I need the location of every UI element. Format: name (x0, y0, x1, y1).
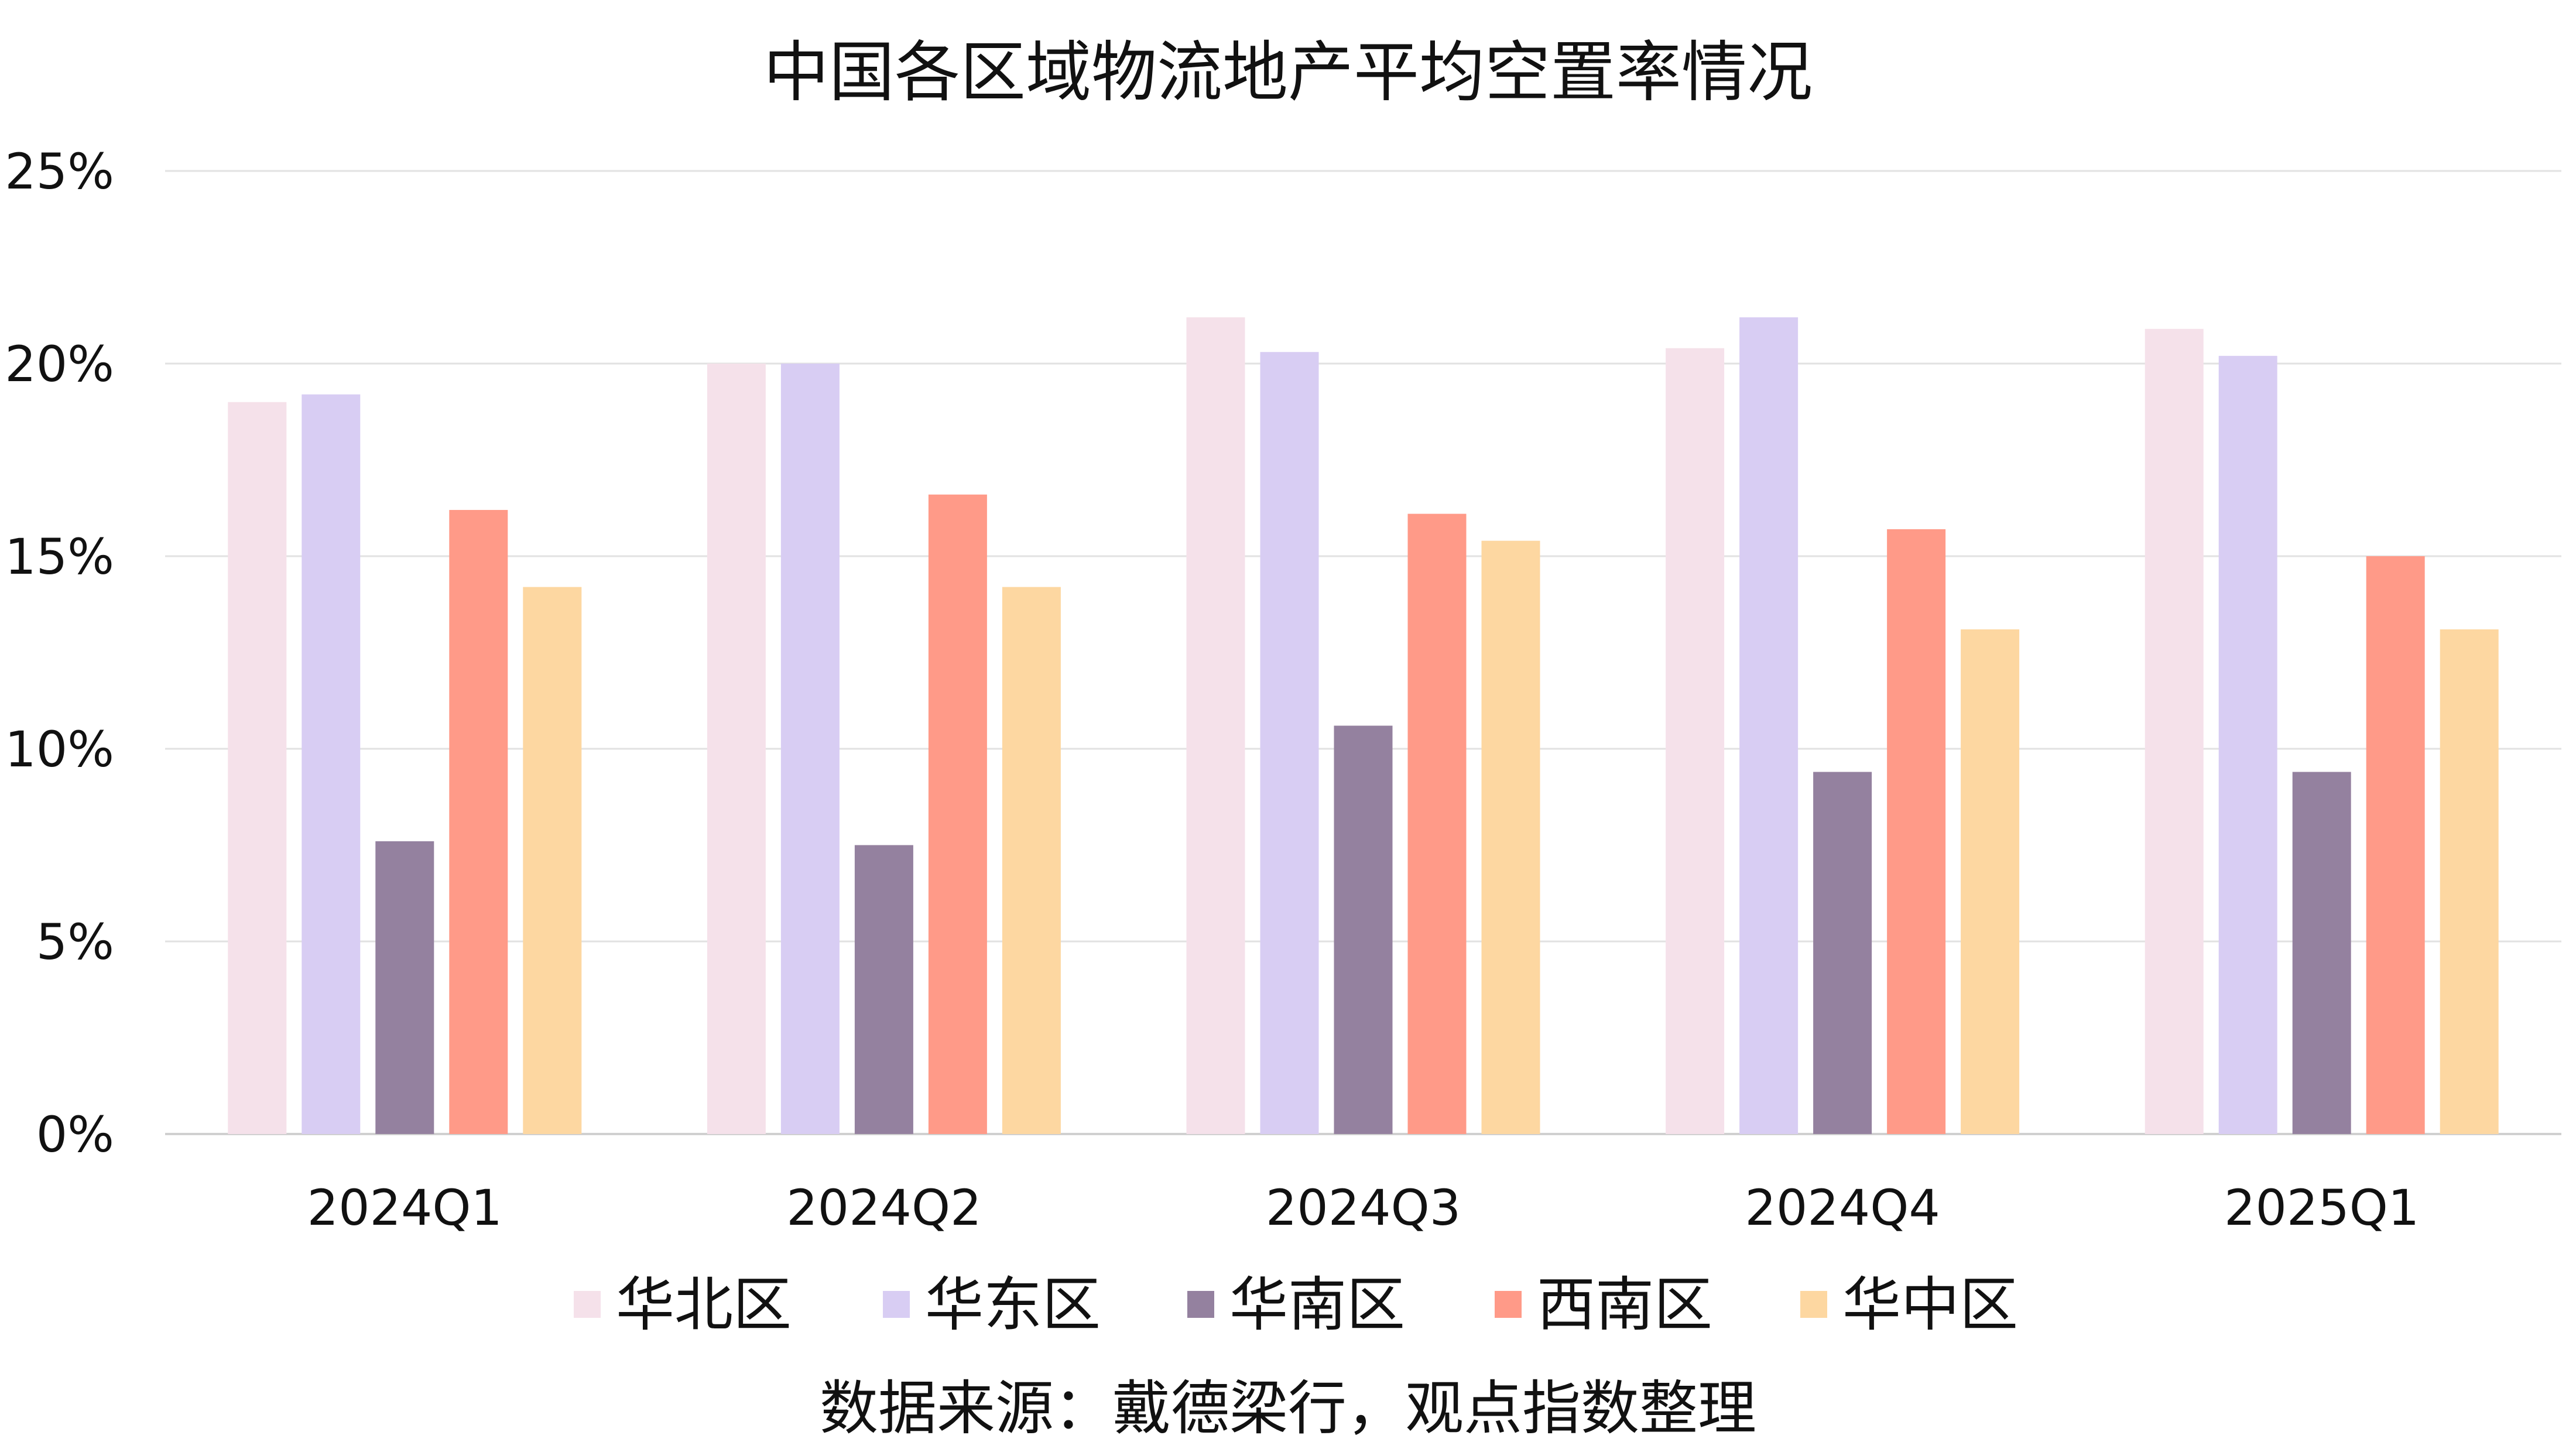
source-note: 数据来源：戴德梁行，观点指数整理 (820, 1374, 1756, 1443)
y-tick-label: 20% (5, 335, 114, 393)
legend-label: 华中区 (1842, 1270, 2018, 1339)
chart-title: 中国各区域物流地产平均空置率情况 (763, 35, 1813, 111)
bar-2024Q1-华中区 (523, 587, 582, 1134)
y-tick-label: 5% (36, 913, 114, 971)
bar-2024Q3-华中区 (1481, 540, 1540, 1134)
bar-2024Q1-华东区 (302, 394, 361, 1134)
legend-swatch (1800, 1291, 1827, 1318)
legend-label: 华东区 (925, 1270, 1101, 1339)
y-tick-label: 25% (5, 143, 114, 200)
bar-2024Q1-华北区 (228, 402, 287, 1134)
y-tick-label: 10% (5, 721, 114, 778)
x-axis: 2024Q1 2024Q2 2024Q3 2024Q4 2025Q1 (307, 1179, 2420, 1236)
x-tick-label: 2024Q3 (1266, 1179, 1461, 1236)
bar-2024Q3-西南区 (1407, 513, 1467, 1134)
bar-2024Q1-华南区 (375, 841, 434, 1134)
x-tick-label: 2025Q1 (2224, 1179, 2419, 1236)
y-tick-label: 0% (36, 1106, 114, 1163)
legend-label: 西南区 (1537, 1270, 1712, 1339)
bars (228, 317, 2499, 1135)
bar-2024Q3-华北区 (1186, 317, 1245, 1134)
bar-2025Q1-华北区 (2145, 328, 2204, 1134)
bar-2024Q4-西南区 (1887, 529, 1946, 1135)
bar-2024Q2-华东区 (780, 364, 840, 1134)
bar-2025Q1-华南区 (2292, 772, 2351, 1134)
bar-2024Q2-西南区 (928, 494, 987, 1134)
x-tick-label: 2024Q2 (786, 1179, 981, 1236)
bar-2025Q1-西南区 (2366, 556, 2425, 1134)
legend-swatch (1187, 1291, 1214, 1318)
bar-2024Q4-华中区 (1961, 629, 2020, 1134)
bar-2024Q1-西南区 (449, 510, 508, 1134)
bar-2024Q2-华南区 (854, 845, 913, 1134)
x-tick-label: 2024Q4 (1745, 1179, 1940, 1236)
bar-2025Q1-华东区 (2218, 355, 2277, 1134)
bar-2024Q4-华北区 (1666, 348, 1725, 1135)
legend-label: 华南区 (1229, 1270, 1405, 1339)
y-tick-label: 15% (5, 528, 114, 585)
legend: 华北区 华东区 华南区 西南区 华中区 (574, 1270, 2018, 1339)
bar-2024Q4-华东区 (1739, 317, 1799, 1134)
bar-2024Q3-华东区 (1260, 352, 1319, 1134)
bar-2024Q4-华南区 (1813, 772, 1872, 1134)
bar-2024Q2-华北区 (707, 364, 766, 1134)
legend-swatch (574, 1291, 601, 1318)
bar-2024Q2-华中区 (1002, 587, 1061, 1134)
x-tick-label: 2024Q1 (307, 1179, 502, 1236)
bar-2024Q3-华南区 (1334, 725, 1393, 1134)
legend-swatch (883, 1291, 910, 1318)
legend-swatch (1495, 1291, 1522, 1318)
legend-label: 华北区 (616, 1270, 792, 1339)
y-axis: 0% 5% 10% 15% 20% 25% (5, 143, 114, 1163)
bar-2025Q1-华中区 (2440, 629, 2499, 1134)
